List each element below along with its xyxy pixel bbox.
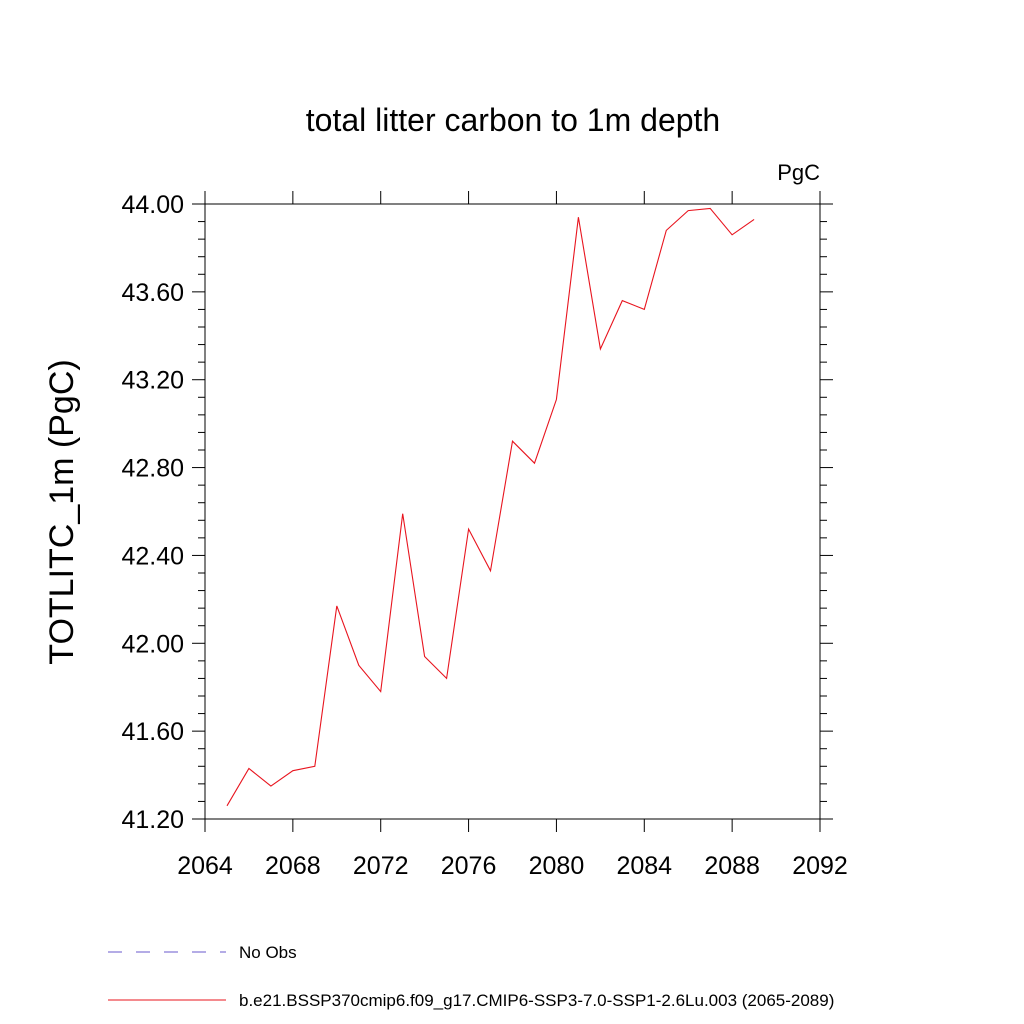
x-tick-label: 2068 <box>265 852 321 880</box>
data-series <box>226 207 755 807</box>
y-tick-label: 41.20 <box>121 806 184 834</box>
y-tick-label: 42.80 <box>121 455 184 483</box>
x-tick-label: 2092 <box>792 852 848 880</box>
y-axis-label: TOTLITC_1m (PgC) <box>43 359 81 664</box>
x-tick-label: 2088 <box>704 852 760 880</box>
x-tick-label: 2076 <box>441 852 497 880</box>
y-tick-labels: 41.20 41.60 42.00 42.40 42.80 43.20 43.60 44.00 <box>121 191 184 834</box>
y-tick-label: 43.20 <box>121 367 184 395</box>
axis-ticks <box>192 191 833 832</box>
legend-label: b.e21.BSSP370cmip6.f09_g17.CMIP6-SSP3-7.… <box>239 991 834 1010</box>
units-label: PgC <box>777 160 820 185</box>
y-tick-label: 42.40 <box>121 542 184 570</box>
legend: No Obs b.e21.BSSP370cmip6.f09_g17.CMIP6-S… <box>108 943 834 1010</box>
y-tick-label: 42.00 <box>121 630 184 658</box>
series-line <box>226 207 755 807</box>
x-tick-label: 2072 <box>353 852 409 880</box>
x-tick-labels: 2064 2068 2072 2076 2080 2084 2088 2092 <box>177 852 848 880</box>
x-tick-label: 2064 <box>177 852 233 880</box>
legend-label: No Obs <box>239 943 297 962</box>
x-tick-label: 2084 <box>616 852 672 880</box>
y-tick-label: 41.60 <box>121 718 184 746</box>
y-tick-label: 43.60 <box>121 279 184 307</box>
plot-frame <box>204 203 821 820</box>
y-tick-label: 44.00 <box>121 191 184 219</box>
x-tick-label: 2080 <box>529 852 585 880</box>
chart-title: total litter carbon to 1m depth <box>306 102 720 138</box>
